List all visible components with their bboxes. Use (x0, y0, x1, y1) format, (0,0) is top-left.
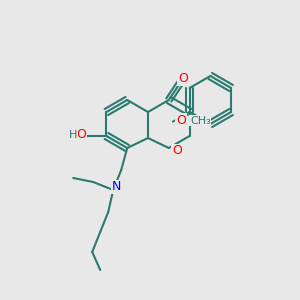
Text: N: N (112, 181, 121, 194)
Text: O: O (176, 114, 186, 127)
Text: H: H (69, 130, 78, 140)
Text: O: O (172, 145, 182, 158)
Text: O: O (178, 73, 188, 85)
Text: CH₃: CH₃ (190, 116, 211, 126)
Text: O: O (76, 128, 86, 142)
